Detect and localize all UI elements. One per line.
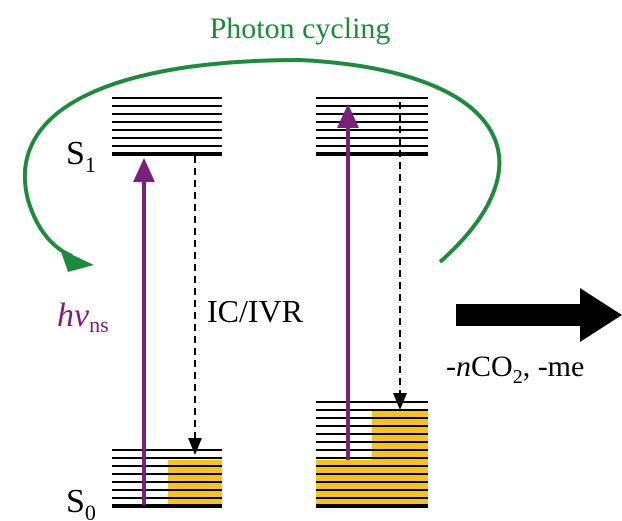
excitation-label: hνns [57,297,109,337]
up-arrow-icon [133,158,155,182]
s1-label: S1 [66,135,96,177]
up-arrow-icon [337,104,359,128]
s0-label: S0 [66,483,96,521]
diagram-title: Photon cycling [210,12,391,45]
right-s1-levels [316,97,428,156]
photon-cycling-arrow [22,57,502,272]
loss-label: -nCO2, -me [446,350,584,388]
cycling-arc [22,57,502,264]
right-relaxation-arrow [393,102,407,410]
dashed-down-arrow-icon [393,393,407,410]
excitation-arrow [133,158,155,505]
right-s0-levels [316,401,428,508]
dashed-down-arrow-icon [188,438,202,455]
thick-right-arrow-icon [580,288,622,342]
curved-arrow-icon [60,249,94,272]
left-s0-levels [112,449,222,508]
relaxation-label: IC/IVR [207,293,304,329]
right-excitation-arrow [337,104,359,460]
dissociation-arrow [456,288,622,342]
left-s1-levels [112,97,222,156]
relaxation-arrow [188,156,202,455]
